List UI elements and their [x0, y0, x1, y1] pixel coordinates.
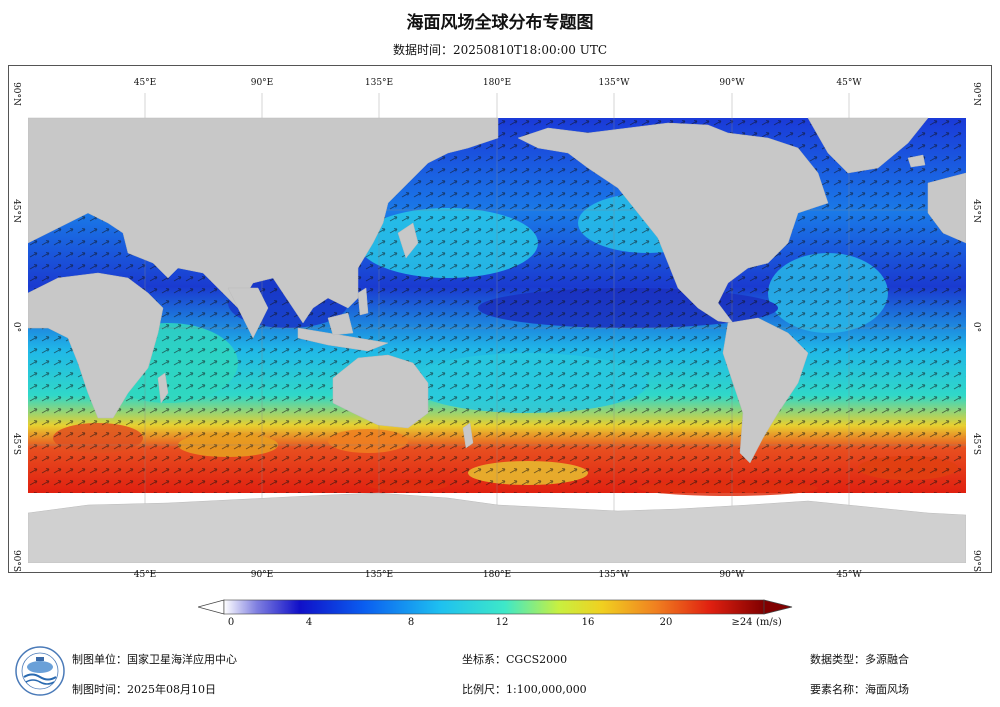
- element-value: 海面风场: [865, 683, 909, 696]
- lon-tick-bottom: 180°E: [482, 570, 512, 580]
- element-info: 要素名称：海面风场: [810, 681, 909, 697]
- date-label: 制图时间：: [72, 683, 127, 696]
- lon-tick-top: 135°W: [598, 78, 630, 88]
- producer-info: 制图单位：国家卫星海洋应用中心: [72, 651, 237, 667]
- south-america: [722, 317, 809, 464]
- land-masses: [28, 117, 966, 563]
- lat-tick-right: 90°S: [971, 549, 981, 573]
- element-label: 要素名称：: [810, 683, 865, 696]
- antarctica: [28, 492, 966, 563]
- date-value: 2025年08月10日: [127, 683, 216, 696]
- europe-west: [927, 172, 966, 244]
- dtype-label: 数据类型：: [810, 653, 865, 666]
- colorbar-tick: 4: [305, 617, 313, 628]
- africa: [28, 272, 164, 419]
- data-time-label: 数据时间：: [392, 43, 453, 57]
- producer-value: 国家卫星海洋应用中心: [127, 653, 237, 666]
- borneo: [327, 312, 354, 336]
- japan: [397, 222, 419, 259]
- colorbar-tick: 0: [227, 617, 235, 628]
- lon-tick-top: 90°W: [719, 78, 745, 88]
- colorbar: [198, 599, 793, 615]
- colorbar-tick: ≥24: [731, 617, 753, 628]
- lat-tick-left: 45°S: [11, 432, 21, 456]
- lon-tick-bottom: 90°W: [719, 570, 745, 580]
- map-frame: [8, 65, 992, 573]
- lat-tick-right: 0°: [971, 321, 981, 333]
- map-title: 海面风场全球分布专题图: [406, 13, 594, 33]
- lon-tick-bottom: 135°W: [598, 570, 630, 580]
- colorbar-over-arrow: [763, 599, 793, 615]
- crs-value: CGCS2000: [506, 653, 568, 666]
- new-zealand: [462, 422, 474, 449]
- australia: [332, 354, 429, 429]
- date-info: 制图时间：2025年08月10日: [72, 681, 216, 697]
- india: [227, 287, 269, 339]
- crs-info: 坐标系：CGCS2000: [462, 651, 567, 667]
- crs-label: 坐标系：: [462, 653, 506, 666]
- eurasia: [28, 117, 499, 324]
- lon-tick-bottom: 135°E: [364, 570, 394, 580]
- colorbar-unit: (m/s): [756, 617, 782, 628]
- philippines: [357, 287, 369, 316]
- iceland: [907, 154, 926, 168]
- data-time-value: 20250810T18:00:00 UTC: [452, 43, 608, 57]
- greenland: [807, 117, 929, 174]
- lat-tick-left: 0°: [11, 321, 21, 333]
- wind-field-map: [28, 93, 966, 563]
- lon-tick-bottom: 90°E: [250, 570, 274, 580]
- dtype-value: 多源融合: [865, 653, 909, 666]
- nsoas-logo-icon: [15, 646, 65, 696]
- lat-tick-right: 90°N: [971, 82, 981, 106]
- dtype-info: 数据类型：多源融合: [810, 651, 909, 667]
- data-time: 数据时间：20250810T18:00:00 UTC: [0, 41, 1000, 58]
- madagascar: [157, 372, 169, 404]
- lon-tick-top: 45°E: [133, 78, 157, 88]
- lat-tick-left: 90°S: [11, 549, 21, 573]
- producer-label: 制图单位：: [72, 653, 127, 666]
- colorbar-tick: 8: [407, 617, 415, 628]
- scale-info: 比例尺：1:100,000,000: [462, 681, 587, 697]
- lon-tick-bottom: 45°W: [836, 570, 862, 580]
- colorbar-gradient: [223, 599, 765, 615]
- colorbar-under-arrow: [198, 599, 225, 615]
- colorbar-tick: 12: [495, 617, 509, 628]
- lon-tick-top: 135°E: [364, 78, 394, 88]
- colorbar-tick: 20: [659, 617, 673, 628]
- lon-tick-top: 90°E: [250, 78, 274, 88]
- north-america: [517, 122, 829, 324]
- lon-tick-top: 180°E: [482, 78, 512, 88]
- lat-tick-right: 45°S: [971, 432, 981, 456]
- colorbar-tick: 16: [581, 617, 595, 628]
- lat-tick-right: 45°N: [971, 199, 981, 223]
- lon-tick-bottom: 45°E: [133, 570, 157, 580]
- lon-tick-top: 45°W: [836, 78, 862, 88]
- lat-tick-left: 90°N: [11, 82, 21, 106]
- scale-label: 比例尺：: [462, 683, 506, 696]
- lat-tick-left: 45°N: [11, 199, 21, 223]
- scale-value: 1:100,000,000: [506, 683, 587, 696]
